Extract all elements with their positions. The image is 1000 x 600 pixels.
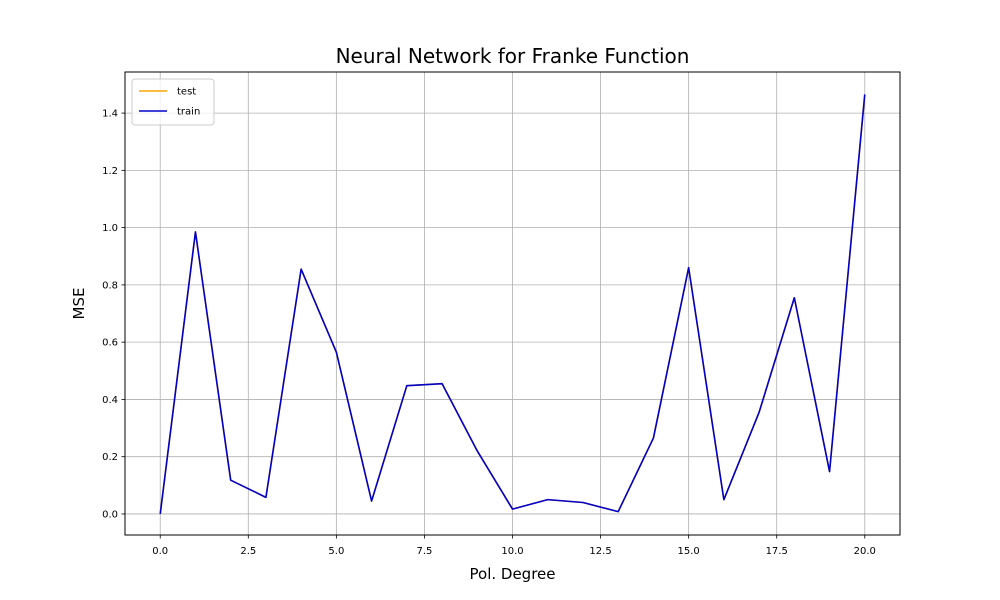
x-tick-label: 12.5 (589, 546, 611, 557)
x-tick-label: 0.0 (152, 546, 168, 557)
x-tick-label: 10.0 (501, 546, 523, 557)
x-tick-label: 17.5 (766, 546, 788, 557)
legend: test train (132, 79, 214, 125)
y-tick-label: 1.2 (102, 166, 118, 177)
y-tick-label: 1.4 (102, 109, 118, 120)
legend-label-test: test (177, 87, 196, 98)
x-axis-label: Pol. Degree (470, 565, 556, 583)
x-tick-label: 5.0 (328, 546, 344, 557)
y-axis-label: MSE (70, 288, 88, 320)
y-tick-label: 0.6 (102, 338, 118, 349)
y-tick-label: 0.0 (102, 509, 118, 520)
y-tick-label: 0.4 (102, 395, 118, 406)
y-tick-label: 1.0 (102, 223, 118, 234)
y-tick-label: 0.2 (102, 452, 118, 463)
x-tick-label: 15.0 (678, 546, 700, 557)
x-tick-label: 2.5 (240, 546, 256, 557)
y-tick-label: 0.8 (102, 280, 118, 291)
chart-title: Neural Network for Franke Function (336, 44, 690, 68)
legend-box (132, 79, 214, 125)
x-tick-label: 20.0 (854, 546, 876, 557)
x-tick-label: 7.5 (416, 546, 432, 557)
legend-label-train: train (177, 107, 200, 118)
